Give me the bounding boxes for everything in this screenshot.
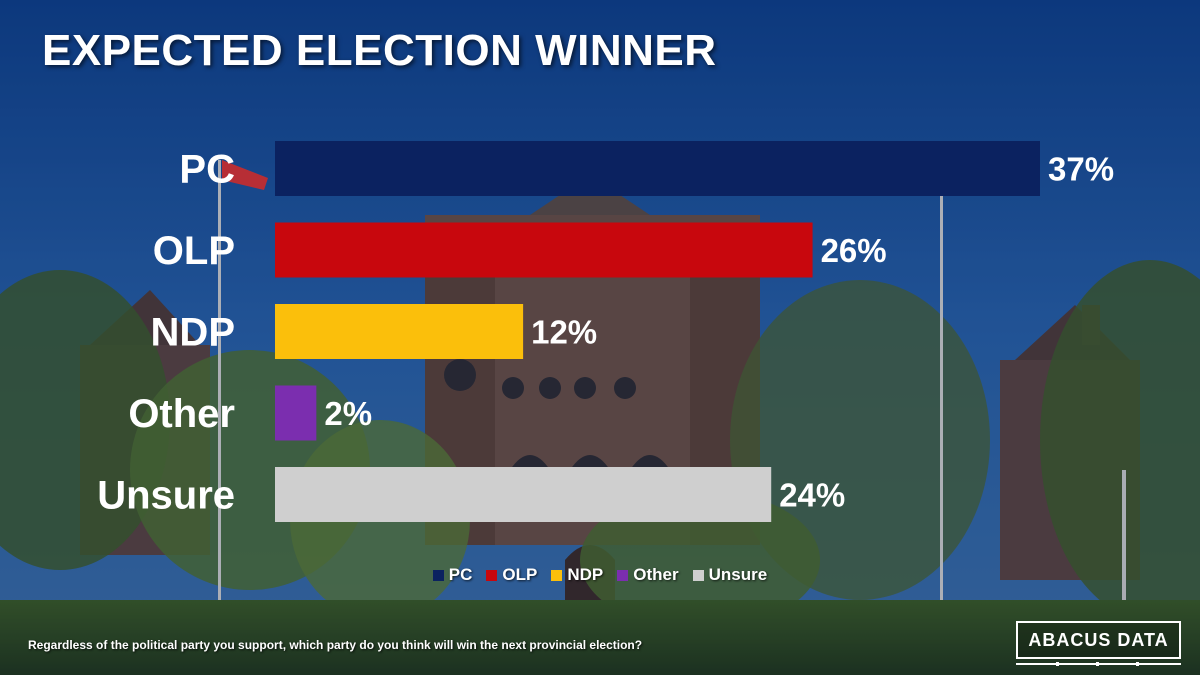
- value-label-ndp: 12%: [531, 314, 597, 351]
- legend-swatch-pc: [432, 569, 444, 581]
- legend-item-ndp: NDP: [551, 565, 603, 585]
- legend-swatch-unsure: [692, 569, 704, 581]
- legend-label-pc: PC: [448, 565, 473, 584]
- value-label-olp: 26%: [821, 232, 887, 269]
- abacus-data-logo: ABACUS DATA: [1016, 621, 1181, 659]
- legend: PC OLP NDP Other Unsure: [0, 565, 1200, 585]
- legend-label-olp: OLP: [502, 565, 538, 584]
- bar-ndp: [275, 304, 524, 359]
- legend-item-pc: PC: [432, 565, 473, 585]
- legend-label-other: Other: [633, 565, 679, 584]
- value-label-pc: 37%: [1048, 151, 1114, 188]
- legend-swatch-other: [617, 569, 629, 581]
- category-label-other: Other: [128, 392, 235, 436]
- chart-title: EXPECTED ELECTION WINNER: [42, 26, 717, 75]
- category-label-pc: PC: [179, 148, 235, 192]
- category-label-olp: OLP: [153, 229, 235, 273]
- legend-label-ndp: NDP: [567, 565, 604, 584]
- legend-label-unsure: Unsure: [708, 565, 768, 584]
- survey-question: Regardless of the political party you su…: [28, 638, 643, 652]
- bar-pc: [275, 141, 1040, 196]
- logo-underline: [1016, 662, 1181, 666]
- legend-item-unsure: Unsure: [692, 565, 768, 585]
- legend-swatch-ndp: [551, 569, 563, 581]
- value-label-unsure: 24%: [779, 477, 845, 514]
- legend-item-olp: OLP: [486, 565, 537, 585]
- bar-olp: [275, 222, 813, 278]
- legend-item-other: Other: [617, 565, 679, 585]
- category-label-ndp: NDP: [151, 311, 235, 355]
- legend-swatch-olp: [486, 569, 498, 581]
- value-label-other: 2%: [324, 395, 372, 432]
- bar-unsure: [275, 467, 772, 522]
- category-label-unsure: Unsure: [97, 474, 235, 518]
- bar-other: [275, 385, 317, 441]
